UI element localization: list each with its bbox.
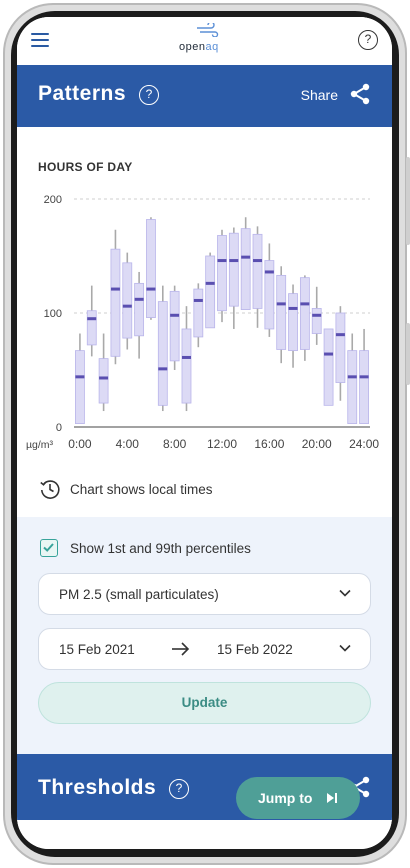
box-body xyxy=(359,350,369,424)
box-median xyxy=(75,375,85,379)
box-median xyxy=(99,376,109,380)
app-screen: openaq ? Patterns ? Share HOURS OF DAY 0… xyxy=(17,17,392,849)
box-body xyxy=(181,328,192,404)
box-median xyxy=(205,281,215,285)
box-median xyxy=(324,352,334,356)
box-body xyxy=(323,328,334,406)
chevron-down-icon xyxy=(339,589,351,597)
box-body xyxy=(288,293,298,352)
box-median xyxy=(134,297,144,301)
box-body xyxy=(98,358,109,404)
bottom-area xyxy=(17,820,392,849)
clock-history-icon xyxy=(40,480,60,499)
box-median xyxy=(193,298,203,302)
x-tick-label: 16:00 xyxy=(254,437,284,451)
box-median xyxy=(110,287,120,291)
jump-to-label: Jump to xyxy=(258,790,313,806)
chevron-down-icon xyxy=(339,644,351,652)
local-times-label: Chart shows local times xyxy=(70,482,213,497)
x-tick-label: 8:00 xyxy=(163,437,187,451)
box-body xyxy=(335,312,346,383)
box-median xyxy=(276,302,286,306)
box-body xyxy=(252,233,263,309)
box-body xyxy=(240,228,251,310)
pollutant-value: PM 2.5 (small particulates) xyxy=(59,587,219,602)
hours-of-day-box-chart: 0 100 200 µg/m³ 0:00 4:00 8:00 12:00 16:00 20:00 2… xyxy=(26,194,379,451)
update-button[interactable]: Update xyxy=(38,682,371,724)
logo-text: openaq xyxy=(179,41,219,53)
jump-to-button[interactable]: Jump to xyxy=(236,777,360,819)
box-body xyxy=(299,277,310,350)
phone-side-button xyxy=(406,323,410,385)
thresholds-help-icon[interactable]: ? xyxy=(169,779,189,799)
x-tick-label: 20:00 xyxy=(302,437,332,451)
arrow-right-icon xyxy=(172,642,190,656)
openaq-logo[interactable]: openaq xyxy=(179,23,239,57)
top-app-bar: openaq ? xyxy=(17,17,392,65)
box-median xyxy=(264,270,274,274)
box-median xyxy=(87,317,97,321)
box-body xyxy=(146,219,156,318)
box-body xyxy=(134,282,145,337)
box-body xyxy=(205,255,216,329)
date-range-select[interactable]: 15 Feb 2021 15 Feb 2022 xyxy=(38,628,371,670)
chart-title: HOURS OF DAY xyxy=(38,160,133,174)
box-body xyxy=(86,310,97,346)
y-tick-label: 0 xyxy=(56,422,62,434)
x-tick-label: 0:00 xyxy=(68,437,92,451)
box-body xyxy=(157,301,168,406)
phone-side-button xyxy=(406,157,410,245)
box-median xyxy=(312,313,322,317)
box-body xyxy=(311,308,322,334)
box-body xyxy=(347,350,358,424)
checkmark-icon xyxy=(43,543,54,552)
unit-label: µg/m³ xyxy=(26,439,54,451)
box-median xyxy=(253,259,263,263)
box-median xyxy=(241,255,251,259)
patterns-header: Patterns ? Share xyxy=(17,65,392,127)
patterns-title: Patterns xyxy=(38,82,127,105)
box-median xyxy=(158,367,168,371)
share-icon[interactable] xyxy=(350,83,370,105)
percentile-label: Show 1st and 99th percentiles xyxy=(70,541,251,556)
y-tick-label: 100 xyxy=(44,308,62,320)
help-icon[interactable]: ? xyxy=(358,30,378,50)
box-median xyxy=(229,259,239,263)
y-tick-label: 200 xyxy=(44,194,62,206)
x-tick-label: 24:00 xyxy=(349,437,379,451)
box-median xyxy=(335,333,345,337)
wind-icon xyxy=(197,23,219,37)
box-median xyxy=(347,375,357,379)
skip-forward-icon xyxy=(327,793,337,803)
box-body xyxy=(75,350,85,424)
date-end: 15 Feb 2022 xyxy=(217,642,293,657)
date-start: 15 Feb 2021 xyxy=(59,642,135,657)
thresholds-title: Thresholds xyxy=(38,776,157,799)
box-median xyxy=(288,306,298,310)
box-body xyxy=(193,288,204,338)
box-body xyxy=(276,274,287,350)
box-body xyxy=(264,260,275,330)
box-median xyxy=(146,287,156,291)
patterns-help-icon[interactable]: ? xyxy=(139,85,159,105)
box-median xyxy=(217,259,227,263)
box-median xyxy=(122,304,132,308)
box-median xyxy=(170,313,180,317)
box-median xyxy=(359,375,369,379)
box-median xyxy=(300,302,310,306)
box-body xyxy=(110,248,121,357)
menu-icon[interactable] xyxy=(31,33,49,47)
chart-controls: Show 1st and 99th percentiles PM 2.5 (sm… xyxy=(17,517,392,754)
percentile-checkbox[interactable] xyxy=(40,539,58,557)
box-body xyxy=(217,235,227,312)
box-body xyxy=(169,290,180,362)
x-tick-label: 12:00 xyxy=(207,437,237,451)
pollutant-select[interactable]: PM 2.5 (small particulates) xyxy=(38,573,371,615)
box-median xyxy=(181,355,191,359)
x-tick-label: 4:00 xyxy=(116,437,140,451)
box-body xyxy=(228,232,239,307)
box-body xyxy=(122,262,133,339)
chart-card xyxy=(17,127,392,517)
share-button-label[interactable]: Share xyxy=(300,87,338,103)
